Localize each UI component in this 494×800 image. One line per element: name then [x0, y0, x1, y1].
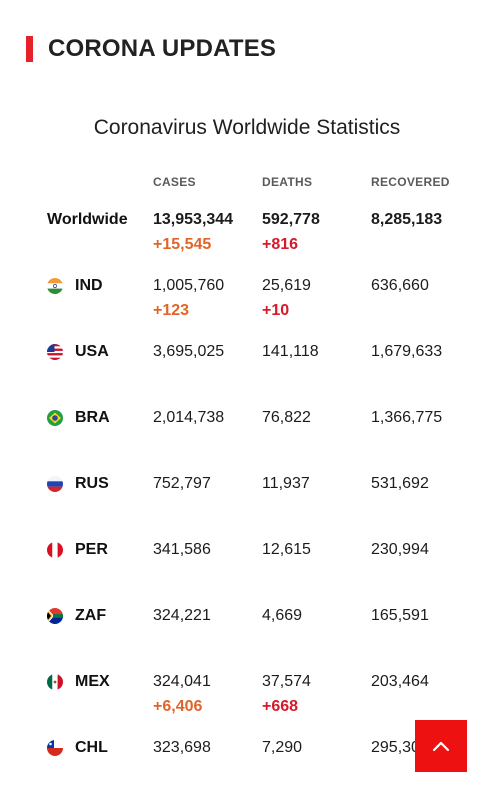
- usa-flag-icon: [47, 344, 63, 360]
- table-row: ZAF 324,221 4,669 165,591: [0, 606, 494, 662]
- table-row: PER 341,586 12,615 230,994: [0, 540, 494, 596]
- country-code: PER: [75, 541, 108, 558]
- peru-flag-icon: [47, 542, 63, 558]
- deaths-cell: 4,669: [262, 606, 302, 626]
- recovered-value: 1,679,633: [371, 343, 443, 360]
- cases-delta: +123: [153, 302, 190, 319]
- column-header-deaths: DEATHS: [262, 175, 313, 189]
- row-label: Worldwide: [47, 211, 128, 228]
- recovered-value: 295,301: [371, 739, 429, 756]
- recovered-value: 203,464: [371, 673, 429, 690]
- recovered-value: 165,591: [371, 607, 429, 624]
- recovered-cell: 230,994: [371, 540, 429, 560]
- recovered-cell: 203,464: [371, 672, 429, 692]
- column-header-cases: CASES: [153, 175, 196, 189]
- deaths-cell: 7,290: [262, 738, 302, 758]
- scroll-to-top-button[interactable]: [415, 720, 467, 772]
- worldwide-row: Worldwide 13,953,344 +15,545 592,778 +81…: [0, 210, 494, 266]
- deaths-value: 37,574: [262, 673, 311, 690]
- cases-value: 752,797: [153, 475, 211, 492]
- india-flag-icon: [47, 278, 63, 294]
- recovered-value: 531,692: [371, 475, 429, 492]
- country-code: CHL: [75, 739, 108, 756]
- cases-cell: 341,586: [153, 540, 211, 560]
- recovered-value: 230,994: [371, 541, 429, 558]
- cases-cell: 323,698: [153, 738, 211, 758]
- table-row: IND 1,005,760 +123 25,619 +10 636,660: [0, 276, 494, 332]
- cases-cell: 752,797: [153, 474, 211, 494]
- cases-delta: +15,545: [153, 236, 212, 253]
- deaths-value: 12,615: [262, 541, 311, 558]
- deaths-cell: 141,118: [262, 342, 319, 362]
- deaths-value: 7,290: [262, 739, 303, 756]
- deaths-value: 4,669: [262, 607, 303, 624]
- deaths-value: 11,937: [262, 475, 310, 492]
- deaths-delta: +668: [262, 698, 299, 715]
- deaths-delta: +10: [262, 302, 290, 319]
- deaths-delta: +816: [262, 236, 299, 253]
- cases-cell: 2,014,738: [153, 408, 224, 428]
- table-row: CHL 323,698 7,290 295,301: [0, 738, 494, 794]
- recovered-cell: 295,301: [371, 738, 429, 758]
- cases-value: 13,953,344: [153, 211, 234, 228]
- recovered-cell: 1,679,633: [371, 342, 442, 362]
- deaths-cell: 76,822: [262, 408, 311, 428]
- cases-cell: 3,695,025: [153, 342, 224, 362]
- header-accent-bar: [26, 36, 33, 62]
- cases-value: 324,041: [153, 673, 211, 690]
- recovered-value: 8,285,183: [371, 211, 443, 228]
- deaths-value: 592,778: [262, 211, 320, 228]
- cases-value: 1,005,760: [153, 277, 225, 294]
- deaths-value: 76,822: [262, 409, 311, 426]
- recovered-cell: 636,660: [371, 276, 429, 296]
- country-code: IND: [75, 277, 103, 294]
- table-row: USA 3,695,025 141,118 1,679,633: [0, 342, 494, 398]
- table-row: RUS 752,797 11,937 531,692: [0, 474, 494, 530]
- cases-value: 2,014,738: [153, 409, 225, 426]
- table-row: BRA 2,014,738 76,822 1,366,775: [0, 408, 494, 464]
- brazil-flag-icon: [47, 410, 63, 426]
- country-code: MEX: [75, 673, 110, 690]
- table-row: MEX 324,041 +6,406 37,574 +668 203,464: [0, 672, 494, 728]
- cases-cell: 324,041 +6,406: [153, 672, 211, 717]
- country-code: ZAF: [75, 607, 107, 624]
- south-africa-flag-icon: [47, 608, 63, 624]
- country-code: RUS: [75, 475, 109, 492]
- chevron-up-icon: [432, 741, 450, 752]
- cases-value: 323,698: [153, 739, 211, 756]
- widget-title: Coronavirus Worldwide Statistics: [93, 116, 401, 139]
- recovered-value: 636,660: [371, 277, 429, 294]
- cases-value: 3,695,025: [153, 343, 225, 360]
- mexico-flag-icon: [47, 674, 63, 690]
- chile-flag-icon: [47, 740, 63, 756]
- cases-cell: 13,953,344 +15,545: [153, 210, 233, 255]
- cases-delta: +6,406: [153, 698, 203, 715]
- deaths-cell: 12,615: [262, 540, 311, 560]
- page-title: CORONA UPDATES: [48, 35, 277, 62]
- recovered-cell: 1,366,775: [371, 408, 442, 428]
- column-header-recovered: RECOVERED: [371, 175, 450, 189]
- recovered-cell: 531,692: [371, 474, 429, 494]
- recovered-cell: 8,285,183: [371, 210, 442, 230]
- country-code: USA: [75, 343, 109, 360]
- recovered-cell: 165,591: [371, 606, 429, 626]
- cases-value: 324,221: [153, 607, 211, 624]
- section-header: CORONA UPDATES: [26, 34, 276, 64]
- cases-cell: 324,221: [153, 606, 211, 626]
- cases-cell: 1,005,760 +123: [153, 276, 224, 321]
- deaths-value: 25,619: [262, 277, 311, 294]
- recovered-value: 1,366,775: [371, 409, 443, 426]
- deaths-cell: 37,574 +668: [262, 672, 311, 717]
- russia-flag-icon: [47, 476, 63, 492]
- deaths-value: 141,118: [262, 343, 319, 360]
- deaths-cell: 11,937: [262, 474, 310, 494]
- country-code: BRA: [75, 409, 110, 426]
- cases-value: 341,586: [153, 541, 211, 558]
- deaths-cell: 25,619 +10: [262, 276, 311, 321]
- deaths-cell: 592,778 +816: [262, 210, 320, 255]
